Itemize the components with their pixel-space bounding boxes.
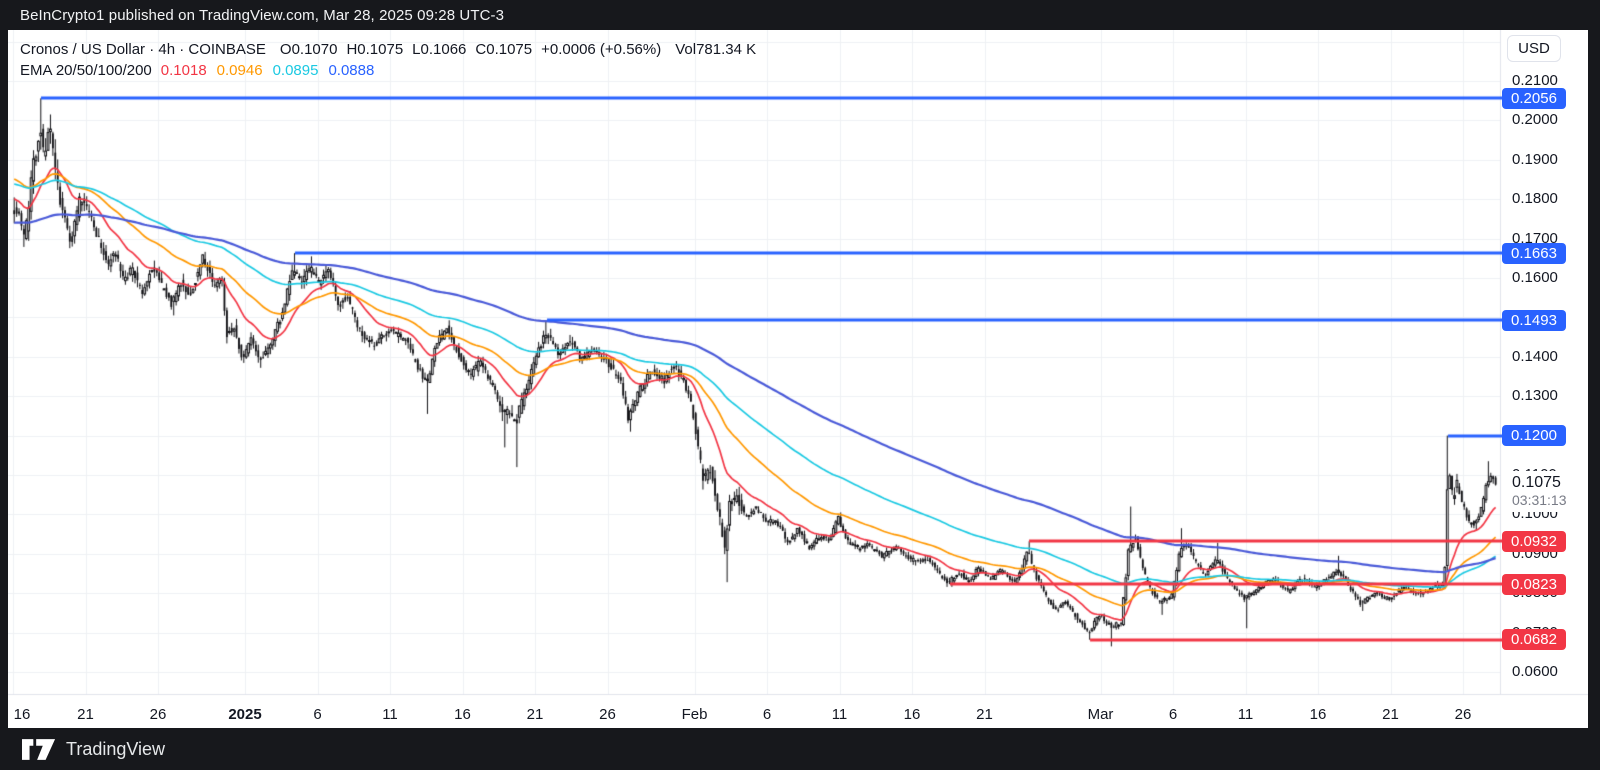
ema100-value: 0.0895: [272, 62, 319, 79]
price-axis-tick: 0.1400: [1512, 347, 1558, 365]
ohlc-high: H0.1075: [346, 41, 404, 58]
ohlc-open: O0.1070: [279, 41, 338, 58]
price-axis-tick: 0.1600: [1512, 269, 1558, 286]
time-axis-tick: 2025: [228, 706, 262, 723]
tradingview-brand-link[interactable]: TradingView: [22, 739, 165, 760]
time-axis-tick: 11: [382, 706, 398, 723]
ohlc-low: L0.1066: [412, 41, 467, 58]
time-axis-tick: 26: [1454, 706, 1472, 723]
chart-panel: Cronos / US Dollar · 4h · COINBASE O0.10…: [8, 30, 1588, 728]
price-axis-tick: 0.1300: [1512, 387, 1558, 405]
currency-unit-label: USD: [1518, 40, 1550, 57]
price-axis-tick: 0.1900: [1512, 150, 1558, 168]
time-axis-tick: 26: [149, 706, 167, 723]
time-axis-tick: 21: [1382, 706, 1399, 723]
volume-value: Vol781.34 K: [675, 41, 757, 58]
time-axis-tick: 11: [831, 706, 848, 723]
time-axis-tick: 6: [313, 706, 322, 723]
price-level-tag: 0.2056: [1502, 87, 1566, 109]
price-chart-canvas[interactable]: [8, 30, 1588, 728]
time-axis-tick: 21: [77, 706, 94, 723]
tradingview-logo-icon: [22, 738, 56, 760]
time-axis-tick: 16: [13, 706, 31, 723]
legend-ema-row: EMA 20/50/100/200 0.1018 0.0946 0.0895 0…: [20, 60, 756, 81]
tradingview-brand-text: TradingView: [66, 738, 166, 759]
ema-indicator-label[interactable]: EMA 20/50/100/200: [20, 62, 152, 79]
time-axis-tick: 16: [1309, 706, 1327, 723]
footer-bar: TradingView: [0, 728, 1600, 770]
price-axis-tick: 0.0600: [1512, 663, 1558, 680]
chart-legend: Cronos / US Dollar · 4h · COINBASE O0.10…: [20, 39, 756, 81]
price-level-tag: 0.0823: [1502, 573, 1566, 595]
legend-symbol-row: Cronos / US Dollar · 4h · COINBASE O0.10…: [20, 39, 756, 60]
ohlc-close: C0.1075: [475, 41, 533, 58]
time-axis-tick: Feb: [681, 706, 708, 723]
price-level-tag: 0.0932: [1502, 530, 1566, 552]
time-axis-tick: 16: [903, 706, 921, 723]
price-axis-tick: 0.1800: [1512, 190, 1558, 208]
current-price-value: 0.1075: [1512, 473, 1561, 491]
time-axis-tick: 21: [976, 706, 993, 723]
price-level-tag: 0.0682: [1502, 629, 1566, 651]
price-level-tag: 0.1493: [1502, 309, 1566, 331]
attribution-bar: BeInCrypto1 published on TradingView.com…: [0, 0, 1600, 30]
price-axis-tick: 0.1700: [1512, 229, 1558, 247]
price-axis-tick: 0.2100: [1512, 72, 1558, 89]
price-level-tag: 0.1663: [1502, 242, 1566, 264]
price-axis-tick: 0.2000: [1512, 111, 1558, 129]
time-axis-tick: Mar: [1087, 706, 1114, 723]
time-axis-tick: 6: [1168, 706, 1178, 723]
ema200-value: 0.0888: [328, 62, 375, 79]
time-axis-tick: 16: [454, 706, 471, 723]
price-level-tag: 0.1200: [1502, 425, 1566, 447]
time-axis-tick: 26: [599, 706, 616, 723]
currency-unit-button[interactable]: USD: [1507, 35, 1561, 62]
time-axis-tick: 21: [526, 706, 544, 723]
ema20-value: 0.1018: [160, 62, 207, 79]
time-axis-tick: 11: [1237, 706, 1254, 723]
time-axis-tick: 6: [762, 706, 772, 723]
attribution-text: BeInCrypto1 published on TradingView.com…: [20, 6, 505, 24]
price-change: +0.0006 (+0.56%): [541, 41, 662, 58]
bar-countdown: 03:31:13: [1512, 491, 1567, 508]
ema50-value: 0.0946: [216, 62, 263, 79]
current-price-label: 0.1075 03:31:13: [1502, 470, 1588, 512]
symbol-title[interactable]: Cronos / US Dollar · 4h · COINBASE: [20, 41, 266, 58]
